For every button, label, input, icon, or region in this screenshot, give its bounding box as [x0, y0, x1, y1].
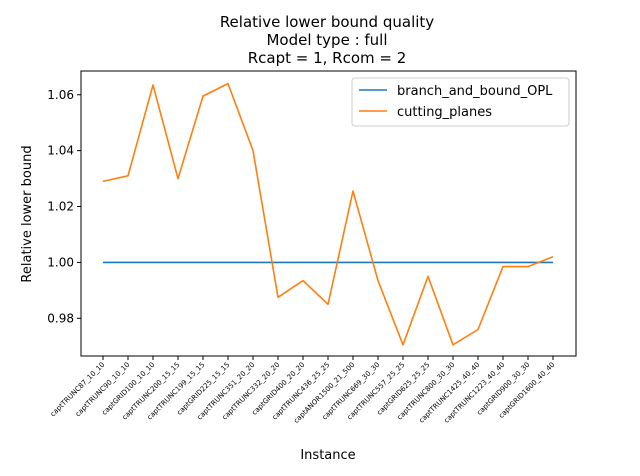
series-layer [102, 82, 554, 346]
y-tick-label: 0.98 [47, 311, 74, 325]
title-line-1: Relative lower bound quality [220, 13, 434, 31]
legend-label-branch-and-bound-opl: branch_and_bound_OPL [397, 84, 553, 99]
y-tick-label: 1.04 [47, 144, 74, 158]
x-axis-label: Instance [300, 448, 355, 463]
title-line-2: Model type : full [266, 31, 387, 49]
legend-label-cutting-planes: cutting_planes [397, 105, 492, 120]
y-axis: 0.98 1.00 1.02 1.04 1.06 [47, 88, 81, 325]
chart-title: Relative lower bound quality Model type … [220, 13, 434, 67]
legend-box [351, 77, 570, 127]
y-tick-label: 1.02 [47, 200, 74, 214]
y-tick-label: 1.06 [47, 88, 74, 102]
legend: branch_and_bound_OPL cutting_planes [351, 77, 570, 127]
y-tick-label: 1.00 [47, 255, 74, 269]
y-axis-label: Relative lower bound [20, 145, 35, 282]
title-line-3: Rcapt = 1, Rcom = 2 [248, 49, 407, 67]
x-axis: captTRUNC87_10_10captTRUNC90_10_10captGR… [49, 356, 556, 425]
series-line-cutting-planes [102, 82, 554, 346]
